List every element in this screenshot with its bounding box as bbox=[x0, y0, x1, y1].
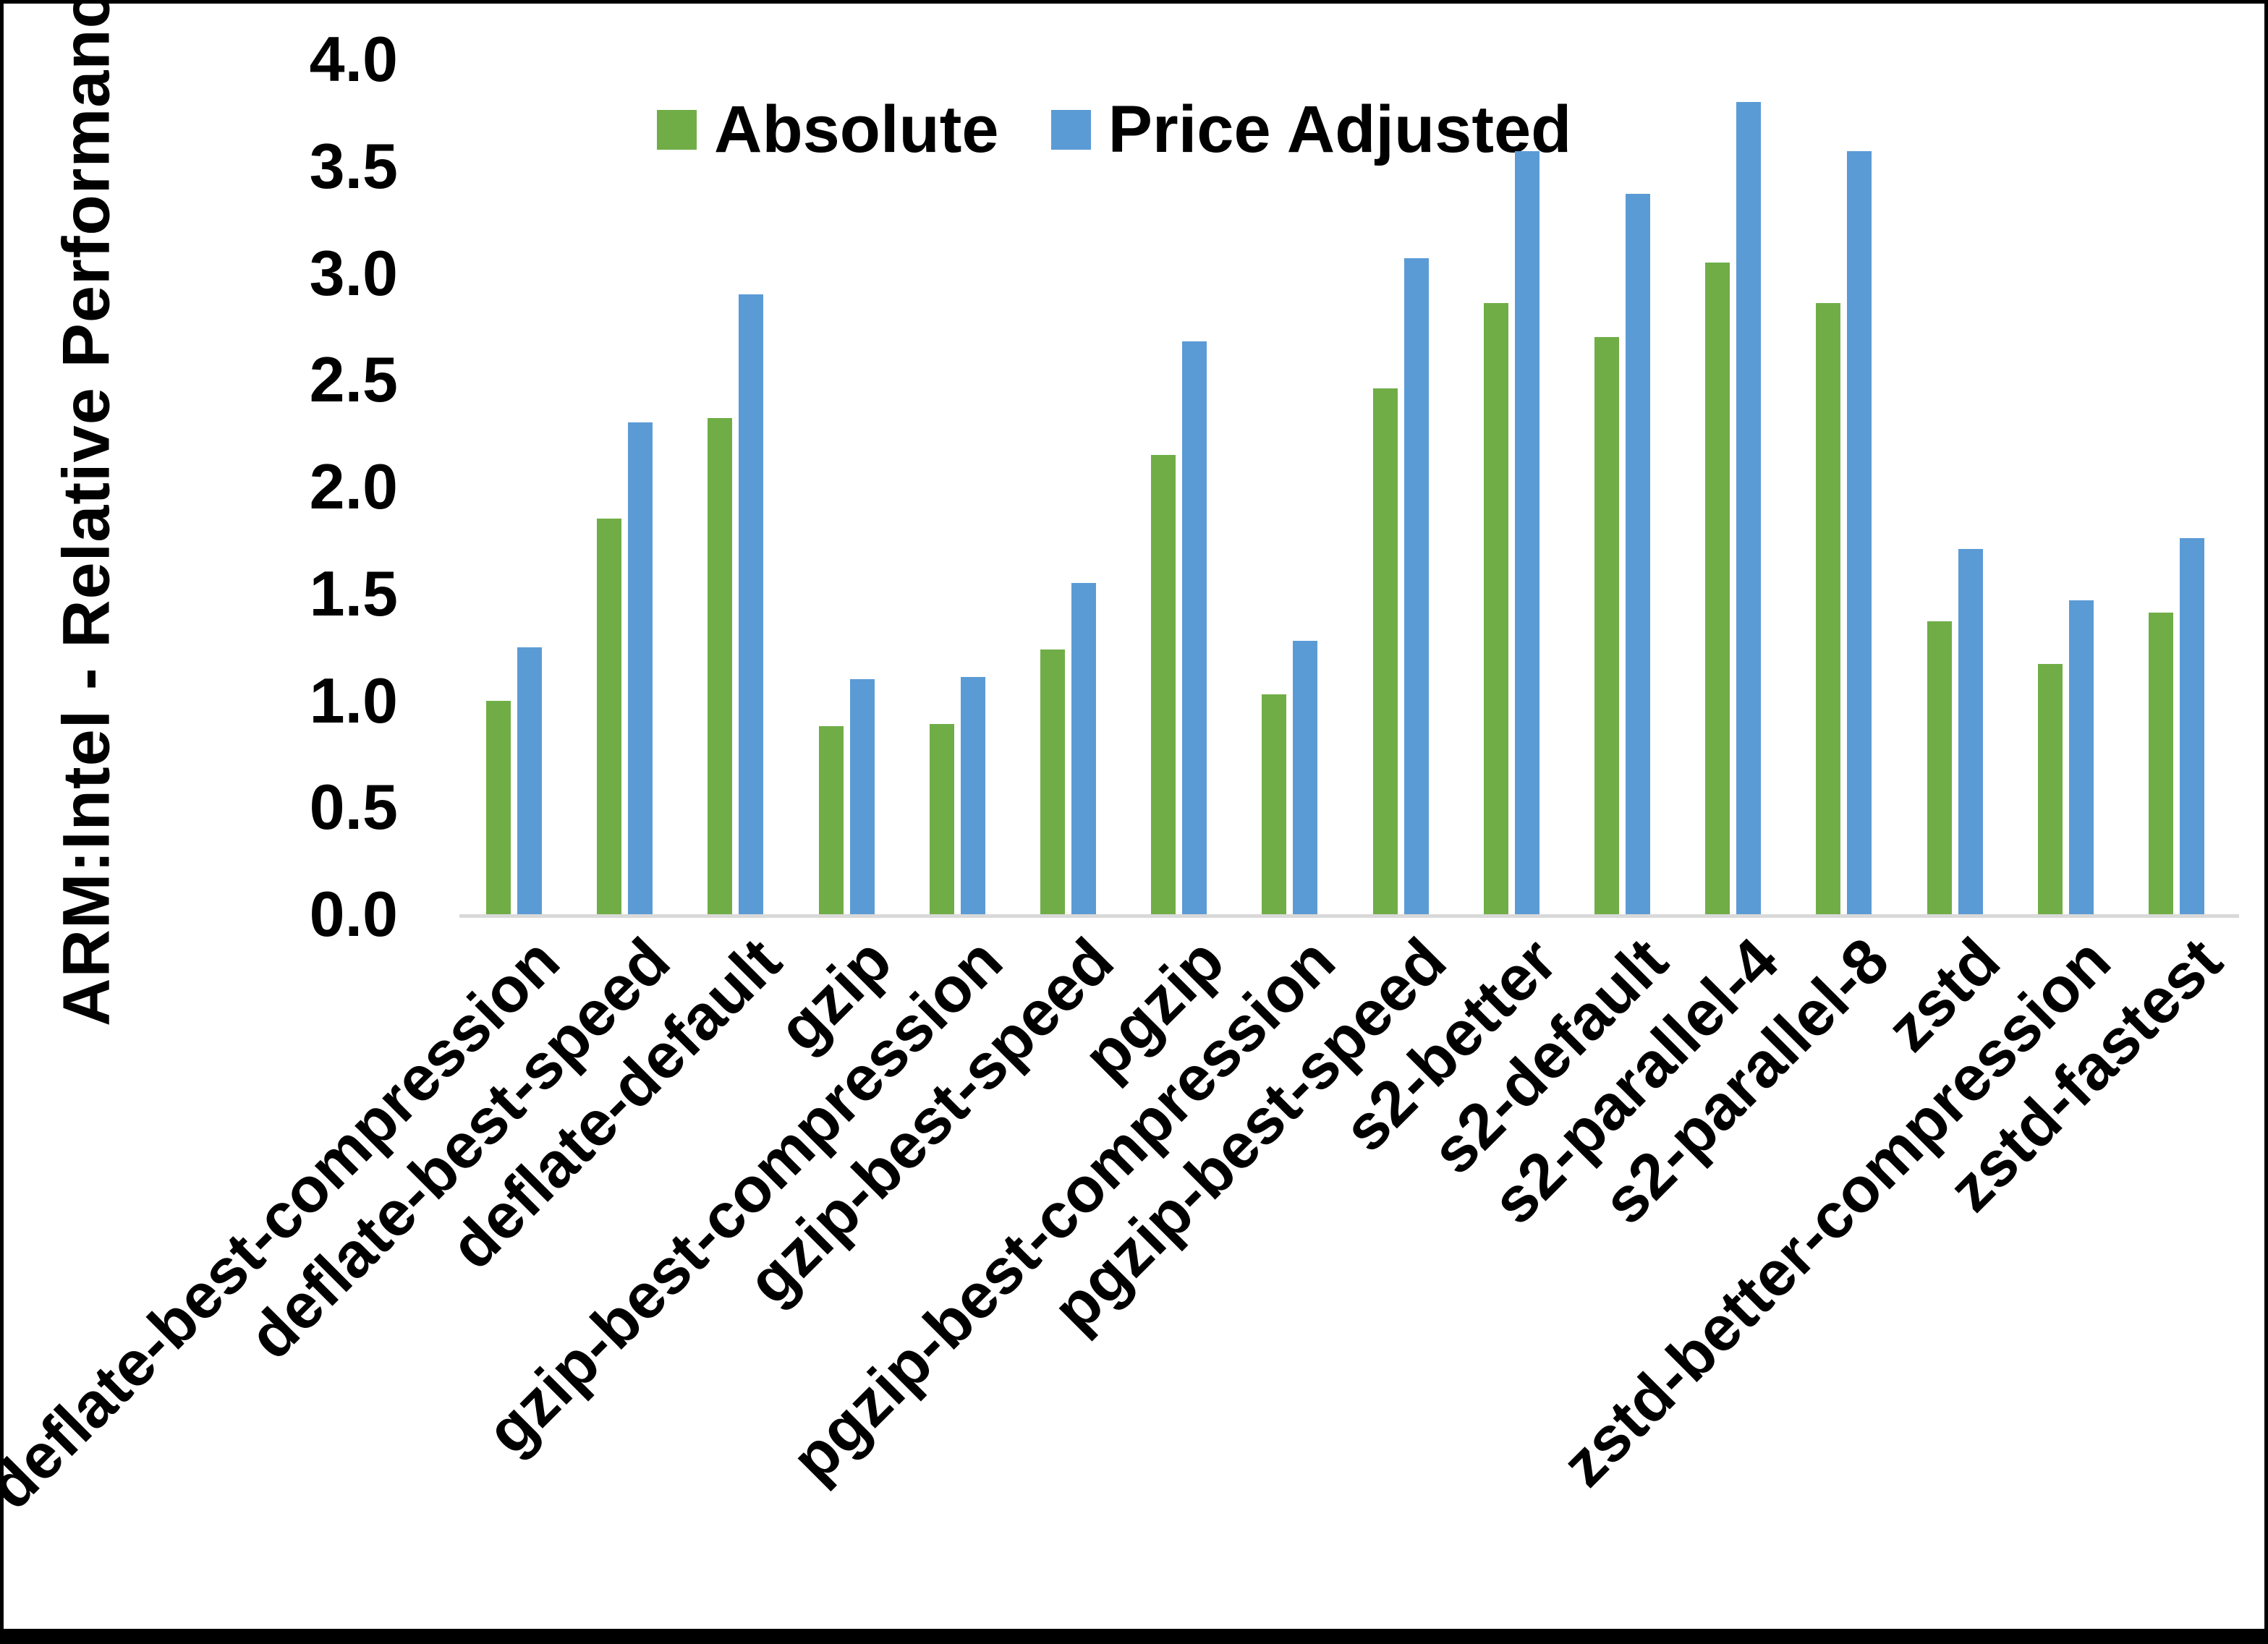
bar-absolute-zstd bbox=[1927, 621, 1952, 914]
bar-absolute-pgzip-best-compression bbox=[1262, 694, 1287, 914]
x-axis-line bbox=[459, 914, 2239, 918]
bar-price-adjusted-s2-better bbox=[1514, 151, 1539, 914]
bar-price-adjusted-s2-default bbox=[1626, 194, 1650, 914]
legend-item-absolute: Absolute bbox=[657, 96, 999, 163]
y-tick-label: 3.5 bbox=[309, 129, 398, 202]
y-tick-label: 2.5 bbox=[309, 344, 398, 416]
bar-absolute-zstd-fastest bbox=[2149, 613, 2173, 914]
bar-price-adjusted-zstd bbox=[1958, 548, 1983, 914]
bar-price-adjusted-s2-parallel-8 bbox=[1847, 151, 1872, 914]
y-tick-label: 4.0 bbox=[309, 23, 398, 95]
bar-price-adjusted-pgzip-best-compression bbox=[1293, 640, 1318, 914]
legend-item-price-adjusted: Price Adjusted bbox=[1050, 93, 1572, 166]
bar-price-adjusted-deflate-best-compression bbox=[517, 647, 542, 914]
bar-absolute-s2-parallel-8 bbox=[1816, 302, 1841, 914]
bar-absolute-deflate-best-compression bbox=[486, 700, 511, 914]
bar-price-adjusted-deflate-best-speed bbox=[628, 422, 653, 914]
bar-price-adjusted-zstd-fastest bbox=[2180, 537, 2204, 914]
bar-absolute-gzip-best-compression bbox=[929, 724, 954, 914]
bar-price-adjusted-s2-parallel-4 bbox=[1736, 102, 1762, 914]
bar-absolute-s2-parallel-4 bbox=[1705, 262, 1730, 914]
bar-absolute-gzip bbox=[818, 725, 844, 914]
y-tick-label: 1.0 bbox=[309, 664, 398, 736]
legend: Absolute Price Adjusted bbox=[657, 96, 1571, 163]
bar-absolute-s2-default bbox=[1594, 337, 1619, 914]
y-tick-label: 0.5 bbox=[309, 771, 398, 843]
bar-absolute-gzip-best-speed bbox=[1040, 649, 1065, 914]
y-tick-label: 2.0 bbox=[309, 451, 398, 522]
y-tick-label: 0.0 bbox=[309, 878, 398, 950]
bar-price-adjusted-gzip-best-speed bbox=[1071, 582, 1096, 914]
y-tick-label: 3.0 bbox=[309, 237, 398, 309]
bar-price-adjusted-gzip bbox=[849, 678, 875, 914]
bar-absolute-zstd-better-compression bbox=[2037, 664, 2063, 914]
bar-absolute-pgzip-best-speed bbox=[1372, 388, 1398, 914]
bar-absolute-pgzip bbox=[1151, 454, 1176, 914]
bar-price-adjusted-deflate-default bbox=[739, 294, 764, 914]
legend-swatch-absolute bbox=[657, 109, 697, 150]
bar-absolute-deflate-best-speed bbox=[597, 519, 622, 914]
bar-absolute-deflate-default bbox=[708, 418, 733, 914]
legend-label: Price Adjusted bbox=[1108, 93, 1572, 166]
bar-price-adjusted-gzip-best-compression bbox=[960, 676, 985, 914]
bar-price-adjusted-zstd-better-compression bbox=[2068, 600, 2094, 914]
legend-label: Absolute bbox=[714, 93, 999, 166]
bar-price-adjusted-pgzip bbox=[1182, 341, 1207, 914]
bar-price-adjusted-pgzip-best-speed bbox=[1403, 257, 1429, 914]
y-tick-label: 1.5 bbox=[309, 557, 398, 629]
legend-swatch-price-adjusted bbox=[1050, 109, 1091, 150]
plot-area: 0.0 0.5 1.0 1.5 2.0 2.5 3.0 3.5 4.0 deflate-best-… bbox=[4, 4, 2264, 1629]
bar-absolute-s2-better bbox=[1483, 302, 1508, 914]
